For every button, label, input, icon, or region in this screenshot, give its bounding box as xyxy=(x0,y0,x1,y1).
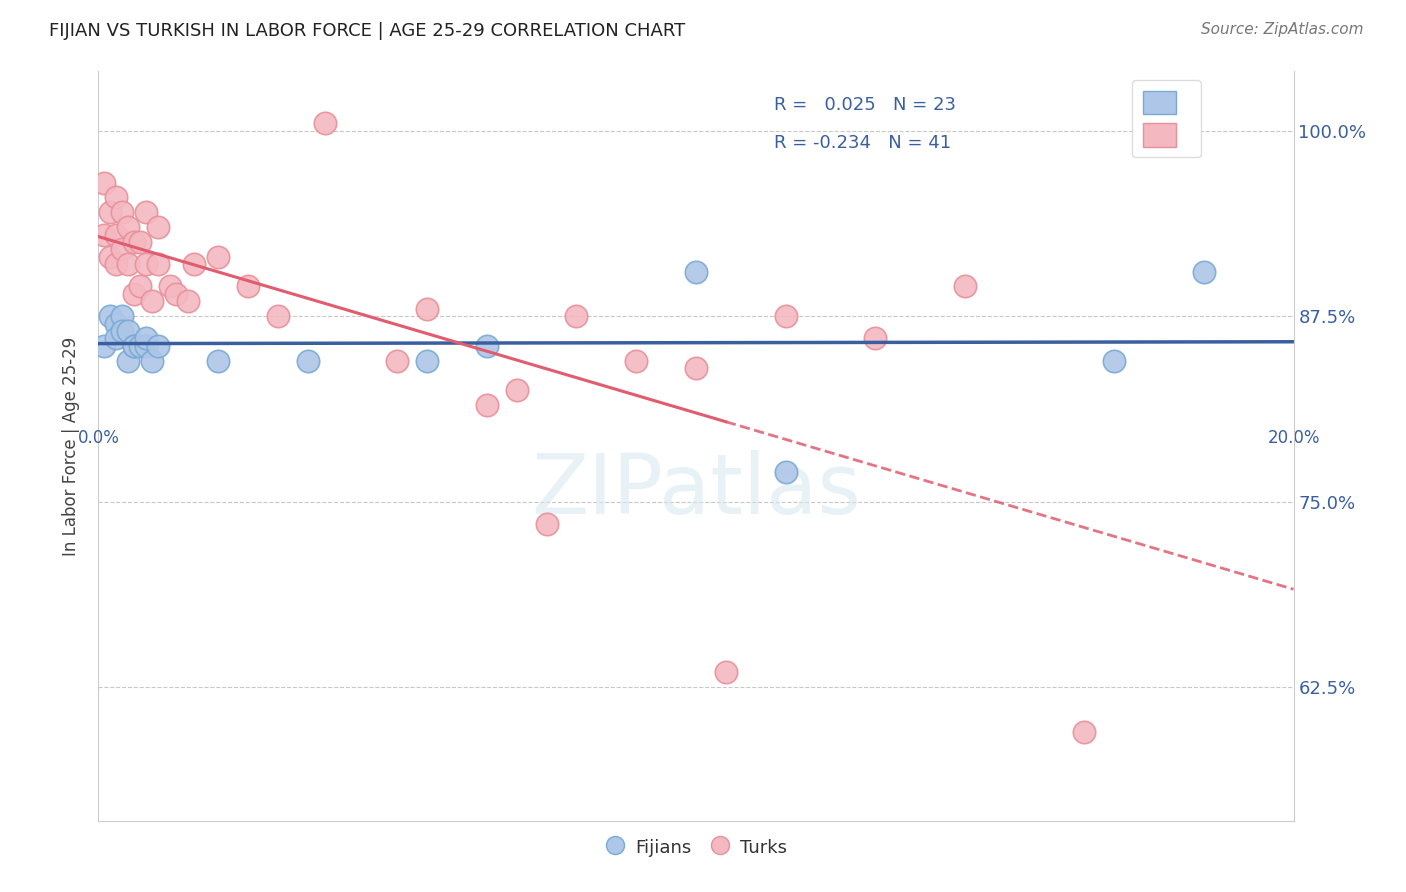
Text: FIJIAN VS TURKISH IN LABOR FORCE | AGE 25-29 CORRELATION CHART: FIJIAN VS TURKISH IN LABOR FORCE | AGE 2… xyxy=(49,22,686,40)
Point xyxy=(536,516,558,531)
Point xyxy=(714,665,737,680)
Point xyxy=(315,116,337,130)
Text: R =   0.025   N = 23: R = 0.025 N = 23 xyxy=(773,96,956,114)
Point xyxy=(183,257,205,271)
Legend: Fijians, Turks: Fijians, Turks xyxy=(598,830,794,864)
Point xyxy=(135,257,157,271)
Point xyxy=(416,301,439,316)
Point xyxy=(117,220,139,235)
Point xyxy=(117,324,139,338)
Text: 20.0%: 20.0% xyxy=(1267,429,1320,447)
Point xyxy=(475,339,498,353)
Point xyxy=(1192,265,1215,279)
Point xyxy=(124,339,146,353)
Point xyxy=(475,398,498,412)
Point xyxy=(385,353,409,368)
Point xyxy=(148,220,170,235)
Point xyxy=(148,257,170,271)
Point xyxy=(105,190,128,204)
Point xyxy=(865,331,887,345)
Point xyxy=(685,361,707,376)
Point xyxy=(98,250,122,264)
Point xyxy=(135,331,157,345)
Point xyxy=(953,279,976,293)
Point xyxy=(141,353,163,368)
Point xyxy=(775,465,797,479)
Point xyxy=(111,243,134,257)
Point xyxy=(105,317,128,331)
Point xyxy=(124,235,146,249)
Point xyxy=(1073,724,1095,739)
Point xyxy=(111,205,134,219)
Point xyxy=(98,205,122,219)
Point xyxy=(124,339,146,353)
Point xyxy=(111,324,134,338)
Y-axis label: In Labor Force | Age 25-29: In Labor Force | Age 25-29 xyxy=(62,336,80,556)
Point xyxy=(105,331,128,345)
Point xyxy=(93,227,115,242)
Point xyxy=(177,294,200,309)
Point xyxy=(267,309,290,323)
Point xyxy=(207,353,229,368)
Point xyxy=(124,287,146,301)
Point xyxy=(1104,353,1126,368)
Text: 0.0%: 0.0% xyxy=(77,429,120,447)
Point xyxy=(416,353,439,368)
Text: Source: ZipAtlas.com: Source: ZipAtlas.com xyxy=(1201,22,1364,37)
Point xyxy=(236,279,259,293)
Point xyxy=(775,309,797,323)
Point xyxy=(297,353,319,368)
Point xyxy=(105,257,128,271)
Point xyxy=(506,384,529,398)
Point xyxy=(93,339,115,353)
Point xyxy=(129,339,152,353)
Point xyxy=(165,287,187,301)
Point xyxy=(98,309,122,323)
Point xyxy=(148,339,170,353)
Point xyxy=(565,309,588,323)
Point xyxy=(117,353,139,368)
Text: R = -0.234   N = 41: R = -0.234 N = 41 xyxy=(773,134,950,152)
Text: ZIPatlas: ZIPatlas xyxy=(531,450,860,532)
Point xyxy=(159,279,181,293)
Point xyxy=(129,235,152,249)
Point xyxy=(685,265,707,279)
Point xyxy=(626,353,648,368)
Point xyxy=(207,250,229,264)
Point xyxy=(141,294,163,309)
Point xyxy=(135,205,157,219)
Point xyxy=(135,339,157,353)
Point xyxy=(129,279,152,293)
Point xyxy=(105,227,128,242)
Point xyxy=(117,257,139,271)
Point xyxy=(93,176,115,190)
Point xyxy=(111,309,134,323)
